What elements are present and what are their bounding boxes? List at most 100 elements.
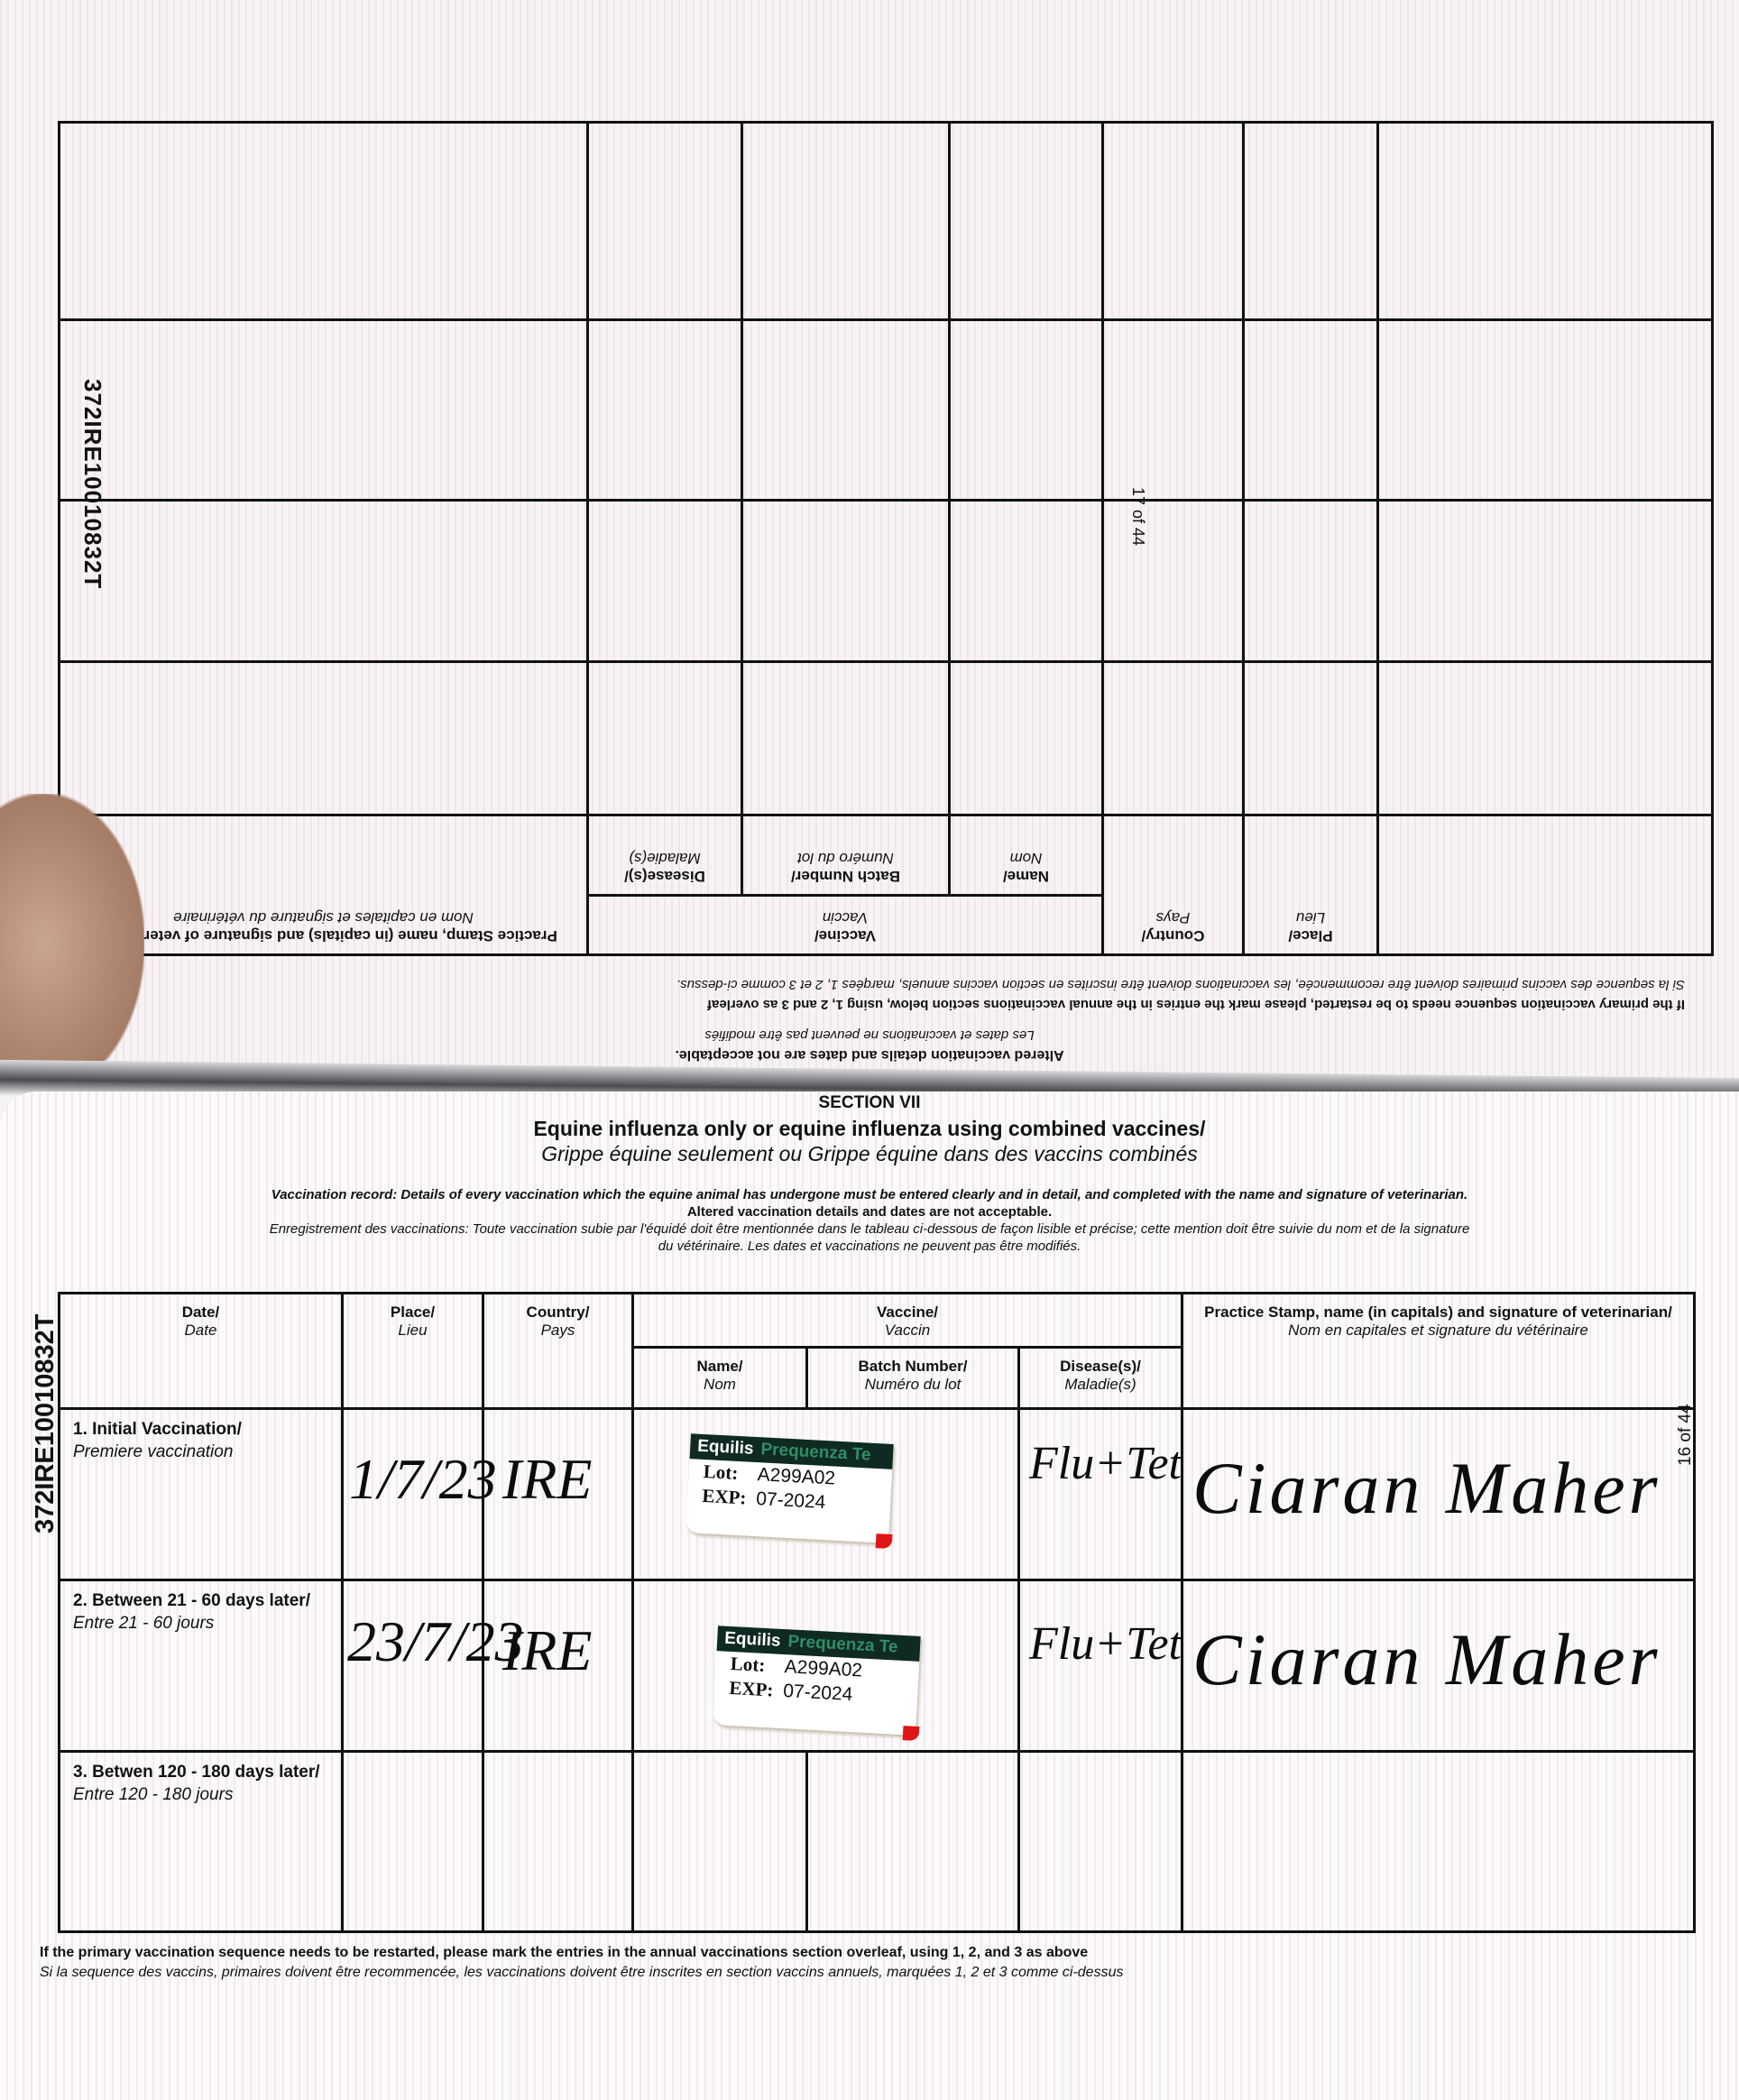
handwritten-country: IRE xyxy=(502,1447,593,1511)
batch-cell xyxy=(805,1750,1020,1933)
header-batch: Batch Number/Numéro du lot xyxy=(741,815,950,896)
header-place: Place/Lieu xyxy=(341,1292,484,1410)
row-label-fr: Entre 21 - 60 jours xyxy=(73,1613,215,1633)
handwritten-country: IRE xyxy=(502,1618,593,1682)
primary-vaccination-table: Date/Date Place/Lieu Country/Pays Vaccin… xyxy=(58,1292,1696,1933)
row-label-en: 2. Between 21 - 60 days later/ xyxy=(73,1591,310,1610)
restart-note: If the primary vaccination sequence need… xyxy=(707,997,1685,1012)
row-label: 1. Initial Vaccination/Premiere vaccinat… xyxy=(58,1407,344,1581)
header-country: Country/Pays xyxy=(1102,815,1244,955)
header-text: Lieu xyxy=(398,1322,428,1340)
header-text: Pays xyxy=(1155,908,1191,926)
header-practice-stamp: Practice Stamp, name (in capitals) and s… xyxy=(1181,1292,1696,1410)
header-date xyxy=(1377,815,1713,955)
footnote-fr: Si la sequence des vaccins, primaires do… xyxy=(40,1965,1124,1980)
intro-text-fr-2: du vétérinaire. Les dates et vaccination… xyxy=(658,1239,1081,1254)
header-name: Name/Nom xyxy=(631,1346,808,1410)
header-text: Place/ xyxy=(1288,927,1333,944)
header-text: Batch Number/ xyxy=(858,1358,968,1375)
header-text: Country/ xyxy=(526,1303,590,1321)
signature-cell xyxy=(1181,1750,1696,1933)
exp-label: EXP: xyxy=(728,1677,774,1701)
exp-date: 07-2024 xyxy=(782,1681,853,1706)
lot-label: Lot: xyxy=(703,1460,739,1484)
altered-note-fr: Les dates et vaccinations ne peuvent pas… xyxy=(704,1027,1035,1043)
exp-label: EXP: xyxy=(701,1485,747,1509)
page-number: 17 of 44 xyxy=(1129,487,1147,547)
date-cell: 23/7/23 xyxy=(341,1579,524,1753)
vaccine-brand: Equilis xyxy=(696,1436,755,1459)
header-text: Place/ xyxy=(390,1303,436,1321)
vaccine-sticker: Equilis Prequenza Te Lot: A299A02 EXP: 07-2… xyxy=(685,1433,894,1550)
lot-number: A299A02 xyxy=(784,1656,863,1681)
vaccine-cell: Equilis Prequenza Te Lot: A299A02 EXP: 07-2… xyxy=(631,1407,1020,1581)
header-disease: Disease(s)/Maladie(s) xyxy=(587,815,742,896)
handwritten-disease: Flu+Tet xyxy=(1029,1618,1182,1670)
header-text: Date xyxy=(184,1322,217,1340)
header-country: Country/Pays xyxy=(482,1292,634,1410)
table-row xyxy=(59,661,1713,815)
header-text: Lieu xyxy=(1295,908,1326,926)
sticker-red-tip xyxy=(902,1726,920,1742)
country-cell: IRE xyxy=(482,1579,634,1753)
header-text: Vaccin xyxy=(884,1322,931,1340)
vaccine-product: Prequenza Te xyxy=(787,1632,899,1657)
header-text: Vaccine/ xyxy=(876,1303,939,1321)
header-text: Disease(s)/ xyxy=(624,868,705,885)
exp-date: 07-2024 xyxy=(755,1488,826,1514)
header-place: Place/Lieu xyxy=(1243,815,1378,955)
row-label: 3. Betwen 120 - 180 days later/Entre 120… xyxy=(58,1750,344,1933)
thumb xyxy=(0,794,144,1091)
restart-note-fr: Si la sequence des vaccins primaires doi… xyxy=(676,977,1685,992)
vaccine-sticker: Equilis Prequenza Te Lot: A299A02 EXP: 07-2… xyxy=(713,1626,921,1742)
vaccine-product: Prequenza Te xyxy=(759,1440,872,1465)
signature-cell: Ciaran Maher xyxy=(1181,1407,1696,1581)
vet-signature: Ciaran Maher xyxy=(1192,1618,1661,1700)
header-text: Nom xyxy=(1009,849,1043,867)
table-row xyxy=(59,319,1713,501)
header-batch: Batch Number/Numéro du lot xyxy=(805,1346,1020,1410)
header-disease: Disease(s)/Maladie(s) xyxy=(1017,1346,1183,1410)
signature-cell: Ciaran Maher xyxy=(1181,1579,1696,1753)
section-title-fr: Grippe équine seulement ou Grippe équine… xyxy=(541,1142,1198,1165)
table-row: 1. Initial Vaccination/Premiere vaccinat… xyxy=(58,1407,1696,1581)
handwritten-date: 1/7/23 xyxy=(349,1447,497,1511)
handwritten-disease: Flu+Tet xyxy=(1029,1438,1182,1489)
intro-text-2: Altered vaccination details and dates ar… xyxy=(686,1204,1053,1220)
header-text: Nom xyxy=(704,1376,736,1394)
name-cell xyxy=(631,1750,808,1933)
header-text: Numéro du lot xyxy=(864,1376,962,1394)
vaccine-cell: Equilis Prequenza Te Lot: A299A02 EXP: 07-2… xyxy=(631,1579,1020,1753)
header-text: Maladie(s) xyxy=(1064,1376,1136,1394)
row-label: 2. Between 21 - 60 days later/Entre 21 -… xyxy=(58,1579,344,1753)
lot-label: Lot: xyxy=(730,1652,766,1676)
header-name: Name/Nom xyxy=(949,815,1103,896)
row-label-fr: Premiere vaccination xyxy=(73,1441,234,1461)
header-text: Name/ xyxy=(696,1358,743,1375)
section-label: SECTION VII xyxy=(818,1093,921,1112)
table-row: 2. Between 21 - 60 days later/Entre 21 -… xyxy=(58,1579,1696,1753)
annual-vaccination-table: Place/Lieu Country/Pays Vaccine/Vaccin P… xyxy=(58,121,1714,956)
vaccine-brand: Equilis xyxy=(723,1628,782,1651)
header-text: Country/ xyxy=(1141,927,1205,944)
disease-cell: Flu+Tet xyxy=(1017,1407,1183,1581)
vet-signature: Ciaran Maher xyxy=(1192,1447,1661,1529)
header-text: Vaccine/ xyxy=(814,927,877,944)
header-text: Numéro du lot xyxy=(797,849,894,867)
header-vaccine: Vaccine/Vaccin xyxy=(587,895,1103,955)
intro-text: Vaccination record: Details of every vac… xyxy=(271,1187,1468,1202)
row-label-en: 3. Betwen 120 - 180 days later/ xyxy=(73,1763,320,1782)
row-label-en: 1. Initial Vaccination/ xyxy=(73,1420,242,1439)
section-title: Equine influenza only or equine influenz… xyxy=(533,1117,1206,1140)
footnote: If the primary vaccination sequence need… xyxy=(40,1945,1089,1960)
intro-text-fr: Enregistrement des vaccinations: Toute v… xyxy=(269,1221,1470,1237)
table-row xyxy=(59,500,1713,662)
date-cell: 1/7/23 xyxy=(341,1407,497,1581)
row-label-fr: Entre 120 - 180 jours xyxy=(73,1784,234,1804)
header-text: Disease(s)/ xyxy=(1060,1358,1141,1375)
country-cell xyxy=(482,1750,634,1933)
header-text: Name/ xyxy=(1002,868,1050,885)
altered-note: Altered vaccination details and dates ar… xyxy=(675,1047,1064,1063)
horse-id-vertical: 372IRE10010832T xyxy=(31,1313,60,1534)
header-vaccine: Vaccine/Vaccin xyxy=(631,1292,1183,1349)
